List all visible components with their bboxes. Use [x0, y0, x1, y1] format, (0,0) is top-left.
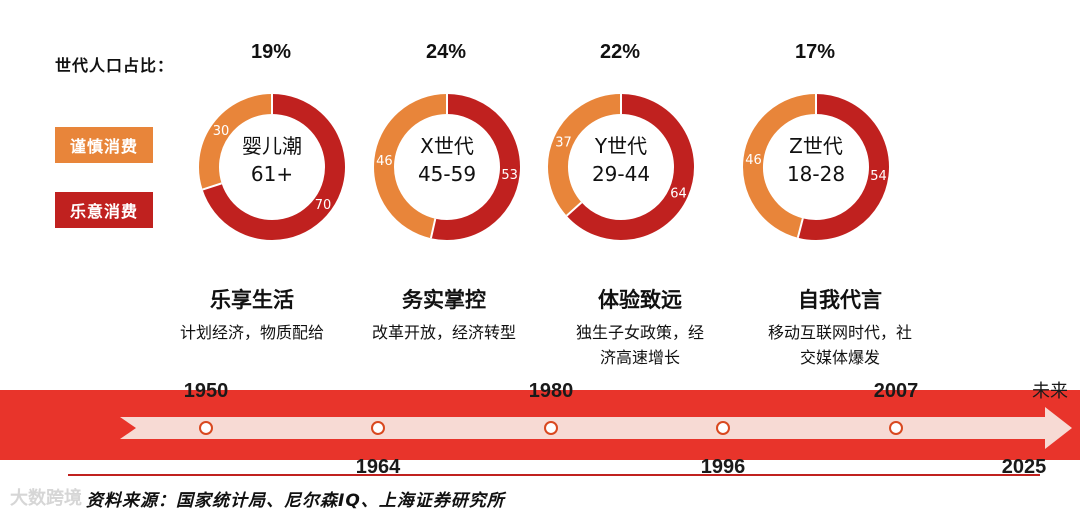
donut-value-label: 64: [670, 187, 687, 202]
donut-center-age: 61+: [251, 162, 293, 186]
timeline-marker: [371, 421, 385, 435]
donut-value-label: 54: [870, 169, 887, 184]
generation-col: 体验致远独生子女政策，经 济高速增长: [530, 284, 750, 370]
legend-title: 世代人口占比：: [55, 56, 175, 75]
legend-willing: 乐意消费: [55, 192, 153, 228]
donut-center-title: Y世代: [594, 134, 647, 158]
generation-desc: 独生子女政策，经 济高速增长: [530, 320, 750, 370]
generation-theme: 务实掌控: [402, 288, 486, 312]
timeline-year-top: 1950: [184, 380, 229, 402]
donut-center-age: 18-28: [787, 162, 845, 186]
donut-charts: 30 70 婴儿潮 61+ 19% 46 53 X世代 45-59 24% 37 64 Y世代 29-44…: [199, 41, 889, 240]
generation-theme: 体验致远: [598, 288, 682, 312]
donut-segment-cautious: [548, 94, 622, 216]
donut-center-title: X世代: [420, 134, 474, 158]
donut-separator: [796, 218, 804, 238]
donut-segment-willing: [202, 94, 345, 240]
generation-theme: 自我代言: [798, 288, 882, 312]
timeline-future-label: 未来: [1032, 381, 1068, 402]
timeline-marker: [889, 421, 903, 435]
donut-value-label: 53: [501, 168, 518, 183]
legend-cautious: 谨慎消费: [55, 127, 153, 163]
population-share-label: 17%: [795, 41, 835, 63]
donut-segment-willing: [797, 94, 889, 240]
donut-value-label: 46: [745, 153, 762, 168]
donut-center-title: Z世代: [789, 134, 843, 158]
generation-col: 务实掌控改革开放，经济转型: [334, 284, 554, 345]
generation-desc-line: 改革开放，经济转型: [371, 323, 516, 342]
donut-segment-willing: [430, 94, 520, 240]
generation-col: 自我代言移动互联网时代，社 交媒体爆发: [730, 284, 950, 370]
generation-desc-line: 交媒体爆发: [799, 348, 880, 367]
donut-center-age: 29-44: [592, 162, 650, 186]
timeline-arrow: [120, 407, 1072, 449]
donut-separator: [429, 218, 437, 239]
generation-desc-line: 移动互联网时代，社: [767, 323, 912, 342]
generation-desc: 移动互联网时代，社 交媒体爆发: [730, 320, 950, 370]
generation-desc: 改革开放，经济转型: [334, 320, 554, 345]
timeline-marker: [716, 421, 730, 435]
generation-col: 乐享生活计划经济，物质配给: [142, 284, 362, 345]
donut-separator: [202, 182, 222, 191]
donut-center-age: 45-59: [418, 162, 476, 186]
generation-desc: 计划经济，物质配给: [142, 320, 362, 345]
timeline-band: [0, 390, 1080, 460]
donut-value-label: 37: [555, 135, 572, 150]
donut-segment-willing: [566, 94, 694, 240]
watermark: 大数跨境: [10, 488, 82, 509]
generation-desc-line: 计划经济，物质配给: [179, 323, 324, 342]
population-share-label: 24%: [426, 41, 466, 63]
timeline-year-bottom: 2025: [1002, 456, 1047, 478]
donut-separator: [565, 201, 583, 217]
donut-value-label: 70: [315, 198, 332, 213]
population-share-label: 22%: [600, 41, 640, 63]
generation-theme: 乐享生活: [210, 288, 294, 312]
timeline-marker: [199, 421, 213, 435]
donut-segment-cautious: [374, 94, 448, 239]
population-share-label: 19%: [251, 41, 291, 63]
timeline-year-bottom: 1996: [701, 456, 746, 478]
donut-value-label: 46: [376, 154, 393, 169]
donut-segment-cautious: [199, 94, 273, 190]
timeline-year-top: 1980: [529, 380, 574, 402]
donut-center-title: 婴儿潮: [242, 134, 302, 158]
source-note: 资料来源：国家统计局、尼尔森IQ、上海证券研究所: [86, 491, 505, 511]
timeline-marker: [544, 421, 558, 435]
timeline-year-top: 2007: [874, 380, 919, 402]
donut-segment-cautious: [743, 94, 817, 238]
generation-desc-line: 独生子女政策，经: [575, 323, 704, 342]
timeline-year-bottom: 1964: [356, 456, 401, 478]
donut-value-label: 30: [213, 124, 230, 139]
generation-desc-line: 济高速增长: [599, 348, 680, 367]
